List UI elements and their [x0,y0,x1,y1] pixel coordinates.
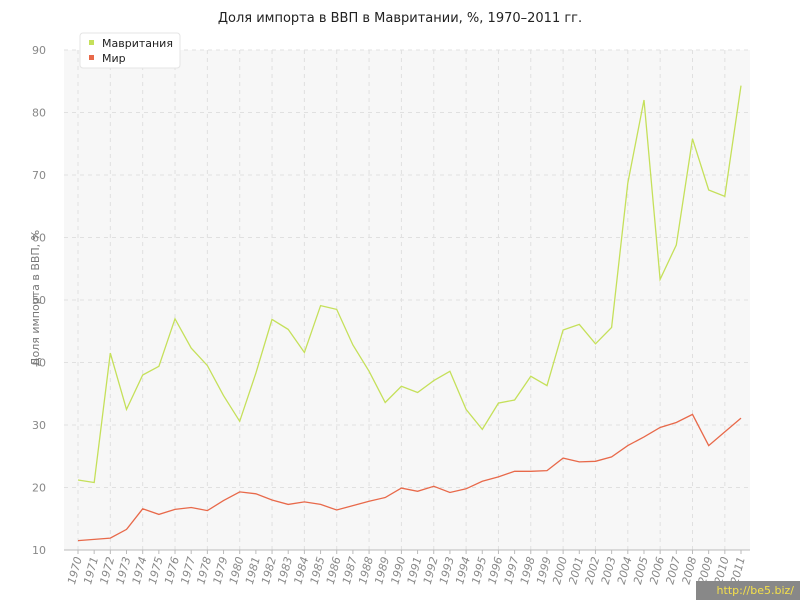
x-axis-ticks: 1970197119721973197419751976197719781979… [65,550,748,586]
y-tick-label: 10 [32,544,46,557]
legend-label-world: Мир [102,52,126,65]
legend-box [79,32,181,69]
legend-swatch-world [89,55,94,60]
watermark: http://be5.biz/ [696,581,800,600]
legend-label-mauritania: Мавритания [102,37,173,50]
legend: Мавритания Мир [79,32,181,69]
grid [64,49,750,550]
y-tick-label: 80 [32,107,46,120]
y-tick-label: 90 [32,44,46,57]
y-axis-ticks: 10 20 30 40 50 60 70 80 90 [32,44,46,557]
chart-title: Доля импорта в ВВП в Мавритании, %, 1970… [218,11,582,26]
plot-area [64,50,750,550]
series-layer [77,85,742,542]
y-tick-label: 50 [32,294,46,307]
y-tick-label: 70 [32,169,46,182]
y-tick-label: 20 [32,482,46,495]
series-line-world [77,413,742,542]
series-line-mauritania [77,85,742,484]
y-axis-label: Доля импорта в ВВП, % [29,230,42,366]
y-tick-label: 40 [32,357,46,370]
y-tick-label: 30 [32,419,46,432]
y-tick-label: 60 [32,232,46,245]
legend-swatch-mauritania [89,40,94,45]
